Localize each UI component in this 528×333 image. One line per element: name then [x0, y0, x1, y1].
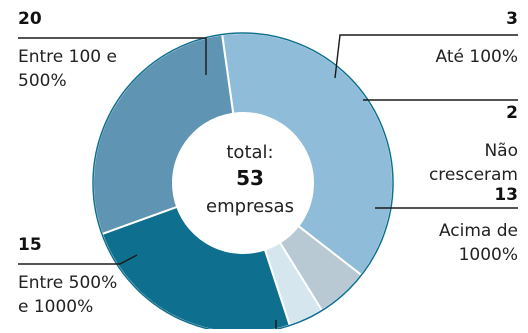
- label-3-value: 3: [506, 9, 518, 29]
- leader-line-5-4: [18, 254, 138, 265]
- center-label-value: 53: [236, 166, 264, 190]
- label-15-line2: e 1000%: [18, 297, 93, 317]
- leader-lines: [18, 34, 518, 329]
- slices: [92, 32, 394, 333]
- leader-line-1-0: [18, 37, 207, 75]
- label-13-line2: 1000%: [459, 245, 518, 265]
- label-13-line1: Acima de: [439, 221, 518, 241]
- label-20-line2: 500%: [18, 71, 67, 91]
- label-2-value: 2: [506, 103, 518, 123]
- donut-outline: [92, 32, 394, 333]
- label-15-line1: Entre 500%: [18, 273, 117, 293]
- slice-4: [100, 205, 292, 333]
- label-2-line1: Não: [484, 141, 518, 161]
- center-label-unit: empresas: [206, 196, 294, 217]
- label-20-value: 20: [18, 9, 42, 29]
- leader-line-2-1: [334, 34, 518, 79]
- label-3-line1: Até 100%: [436, 47, 518, 67]
- center-label-total: total:: [226, 142, 273, 163]
- label-15-value: 15: [18, 235, 42, 255]
- label-13-value: 13: [494, 185, 518, 205]
- label-2-line2: cresceram: [429, 165, 518, 185]
- label-20-line1: Entre 100 e: [18, 47, 117, 67]
